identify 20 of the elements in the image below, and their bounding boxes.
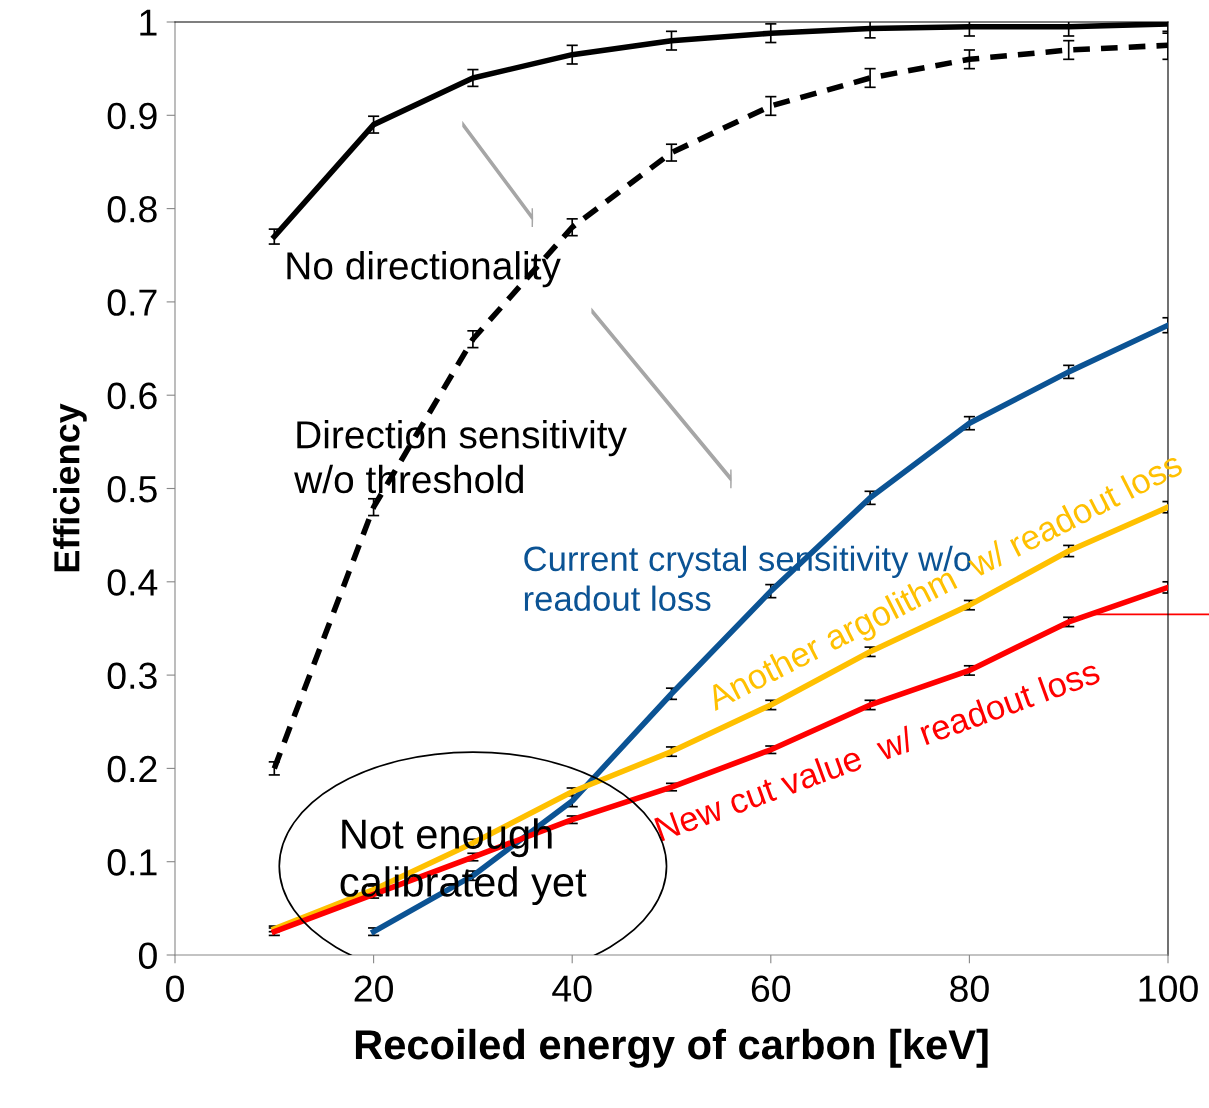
series-label: No directionality <box>287 251 561 288</box>
x-tick-label: 0 <box>166 975 184 1002</box>
y-tick-label: 0.4 <box>107 569 158 596</box>
x-tick-label: 60 <box>751 975 791 1002</box>
x-tick-label: 100 <box>1139 975 1198 1002</box>
y-tick-label: 0.7 <box>107 289 157 316</box>
x-tick-label: 40 <box>552 975 592 1002</box>
y-tick-label: 0.8 <box>107 196 157 223</box>
y-tick-label: 0.3 <box>107 662 157 690</box>
x-tick-label: 80 <box>950 975 989 1002</box>
y-tick-label: 0.1 <box>107 849 157 876</box>
y-tick-label: 0.5 <box>107 475 157 503</box>
y-tick-label: 0.2 <box>107 755 157 783</box>
x-axis-title: Recoiled energy of carbon [keV] <box>355 1028 988 1068</box>
y-tick-label: 0 <box>138 942 157 969</box>
x-tick-label: 20 <box>354 975 393 1002</box>
y-tick-label: 1 <box>140 9 157 36</box>
y-tick-label: 0.9 <box>107 102 157 130</box>
y-tick-label: 0.6 <box>107 382 157 410</box>
y-axis-title: Efficiency <box>53 403 87 572</box>
